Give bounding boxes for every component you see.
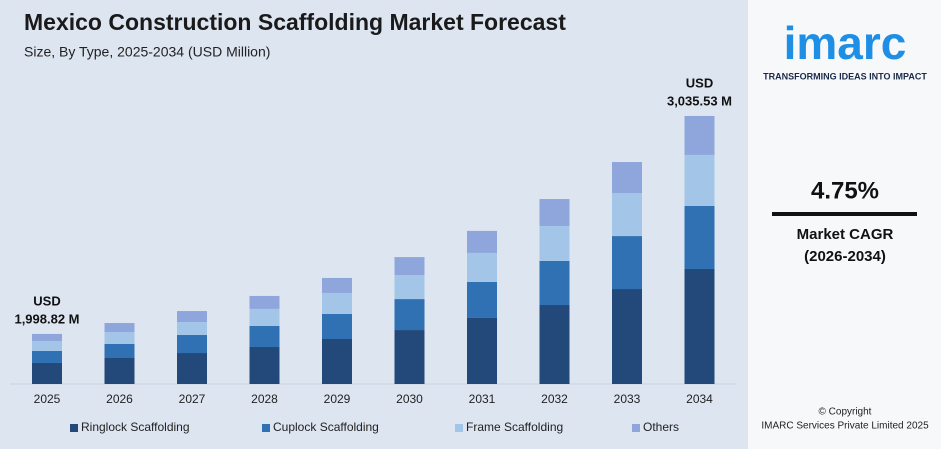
legend-label: Frame Scaffolding (466, 420, 563, 434)
x-tick-label: 2025 (34, 392, 61, 406)
bar-segment (394, 275, 425, 300)
logo: imarc (784, 17, 907, 69)
legend-swatch (455, 424, 463, 432)
chart-title: Mexico Construction Scaffolding Market F… (24, 9, 566, 35)
bar-segment (684, 205, 715, 269)
total-annotation: USD (33, 293, 60, 308)
bar-segment (684, 115, 715, 155)
x-tick-label: 2028 (251, 392, 278, 406)
bar-segment (322, 313, 352, 340)
bar-segment (539, 260, 570, 306)
bar-segment (539, 305, 570, 384)
bar-segment (322, 292, 352, 314)
bar-segment (104, 343, 135, 358)
bar-segment (322, 339, 352, 384)
bar-segment (612, 236, 642, 290)
total-annotation: USD (686, 75, 713, 90)
bar-segment (539, 226, 570, 261)
bar-segment (177, 322, 207, 336)
bar-segment (104, 323, 135, 332)
chart-subtitle: Size, By Type, 2025-2034 (USD Million) (24, 44, 270, 60)
x-tick-label: 2033 (614, 392, 641, 406)
bar-segment (467, 317, 497, 384)
bar-segment (32, 362, 62, 384)
x-tick-label: 2029 (324, 392, 351, 406)
tagline: TRANSFORMING IDEAS INTO IMPACT (763, 71, 927, 81)
cagr-value: 4.75% (811, 177, 879, 204)
legend-swatch (262, 424, 270, 432)
bar-segment (684, 268, 715, 384)
legend-label: Others (643, 420, 679, 434)
bar-segment (394, 330, 425, 384)
divider (772, 212, 917, 216)
company: IMARC Services Private Limited 2025 (761, 421, 929, 432)
bar-segment (684, 154, 715, 206)
cagr-period: (2026-2034) (804, 248, 886, 265)
bar-segment (467, 230, 497, 253)
bar-segment (467, 252, 497, 282)
bar-segment (249, 346, 280, 384)
bar-segment (322, 277, 352, 293)
bar-segment (467, 281, 497, 318)
bar-segment (104, 357, 135, 384)
total-annotation: 3,035.53 M (667, 93, 732, 108)
bar-segment (32, 340, 62, 351)
sidebar-background (748, 0, 941, 449)
x-tick-label: 2032 (541, 392, 568, 406)
bar-segment (32, 350, 62, 363)
bar-segment (249, 295, 280, 309)
legend-swatch (70, 424, 78, 432)
bar-segment (394, 257, 425, 276)
bar-segment (612, 162, 642, 194)
bar-segment (177, 335, 207, 354)
total-annotation: 1,998.82 M (14, 311, 79, 326)
x-tick-label: 2027 (179, 392, 206, 406)
x-tick-label: 2026 (106, 392, 133, 406)
cagr-label: Market CAGR (797, 226, 894, 243)
x-tick-label: 2030 (396, 392, 423, 406)
bar-segment (394, 299, 425, 331)
bar-segment (177, 353, 207, 384)
bar-segment (177, 311, 207, 323)
bar-segment (104, 331, 135, 344)
bar-segment (32, 333, 62, 341)
legend-swatch (632, 424, 640, 432)
legend-label: Cuplock Scaffolding (273, 420, 379, 434)
x-tick-label: 2034 (686, 392, 713, 406)
bar-segment (249, 308, 280, 326)
legend-label: Ringlock Scaffolding (81, 420, 190, 434)
bar-segment (249, 325, 280, 347)
bar-segment (612, 289, 642, 384)
x-tick-label: 2031 (469, 392, 496, 406)
bar-segment (539, 199, 570, 227)
bar-segment (612, 193, 642, 237)
copyright: © Copyright (819, 407, 872, 418)
